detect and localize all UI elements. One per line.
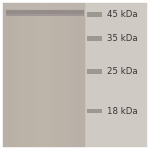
FancyBboxPatch shape xyxy=(38,0,40,150)
FancyBboxPatch shape xyxy=(87,12,102,16)
FancyBboxPatch shape xyxy=(15,0,17,150)
FancyBboxPatch shape xyxy=(25,0,28,150)
FancyBboxPatch shape xyxy=(6,14,84,16)
FancyBboxPatch shape xyxy=(87,36,102,40)
FancyBboxPatch shape xyxy=(47,0,49,150)
FancyBboxPatch shape xyxy=(74,0,76,150)
FancyBboxPatch shape xyxy=(21,0,23,150)
FancyBboxPatch shape xyxy=(70,0,72,150)
FancyBboxPatch shape xyxy=(64,0,66,150)
FancyBboxPatch shape xyxy=(34,0,36,150)
FancyBboxPatch shape xyxy=(8,0,11,150)
FancyBboxPatch shape xyxy=(68,0,70,150)
FancyBboxPatch shape xyxy=(55,0,57,150)
FancyBboxPatch shape xyxy=(83,0,85,150)
Text: 35 kDa: 35 kDa xyxy=(107,34,138,43)
FancyBboxPatch shape xyxy=(76,0,78,150)
FancyBboxPatch shape xyxy=(45,0,47,150)
FancyBboxPatch shape xyxy=(57,0,59,150)
FancyBboxPatch shape xyxy=(13,0,15,150)
FancyBboxPatch shape xyxy=(87,69,102,74)
FancyBboxPatch shape xyxy=(51,0,53,150)
FancyBboxPatch shape xyxy=(36,0,38,150)
Text: 25 kDa: 25 kDa xyxy=(107,67,138,76)
FancyBboxPatch shape xyxy=(6,10,84,16)
FancyBboxPatch shape xyxy=(17,0,19,150)
FancyBboxPatch shape xyxy=(81,0,83,150)
FancyBboxPatch shape xyxy=(87,109,102,113)
FancyBboxPatch shape xyxy=(23,0,25,150)
FancyBboxPatch shape xyxy=(30,0,32,150)
FancyBboxPatch shape xyxy=(19,0,21,150)
FancyBboxPatch shape xyxy=(78,0,81,150)
Text: 45 kDa: 45 kDa xyxy=(107,10,138,19)
FancyBboxPatch shape xyxy=(11,0,13,150)
FancyBboxPatch shape xyxy=(32,0,34,150)
FancyBboxPatch shape xyxy=(59,0,62,150)
FancyBboxPatch shape xyxy=(53,0,55,150)
FancyBboxPatch shape xyxy=(28,0,30,150)
FancyBboxPatch shape xyxy=(4,0,6,150)
FancyBboxPatch shape xyxy=(61,0,64,150)
FancyBboxPatch shape xyxy=(40,0,42,150)
FancyBboxPatch shape xyxy=(42,0,45,150)
FancyBboxPatch shape xyxy=(2,0,4,150)
FancyBboxPatch shape xyxy=(85,0,150,150)
FancyBboxPatch shape xyxy=(0,0,85,150)
FancyBboxPatch shape xyxy=(49,0,51,150)
FancyBboxPatch shape xyxy=(66,0,68,150)
FancyBboxPatch shape xyxy=(6,0,8,150)
FancyBboxPatch shape xyxy=(72,0,74,150)
FancyBboxPatch shape xyxy=(0,0,2,150)
Text: 18 kDa: 18 kDa xyxy=(107,106,138,116)
FancyBboxPatch shape xyxy=(0,0,85,9)
